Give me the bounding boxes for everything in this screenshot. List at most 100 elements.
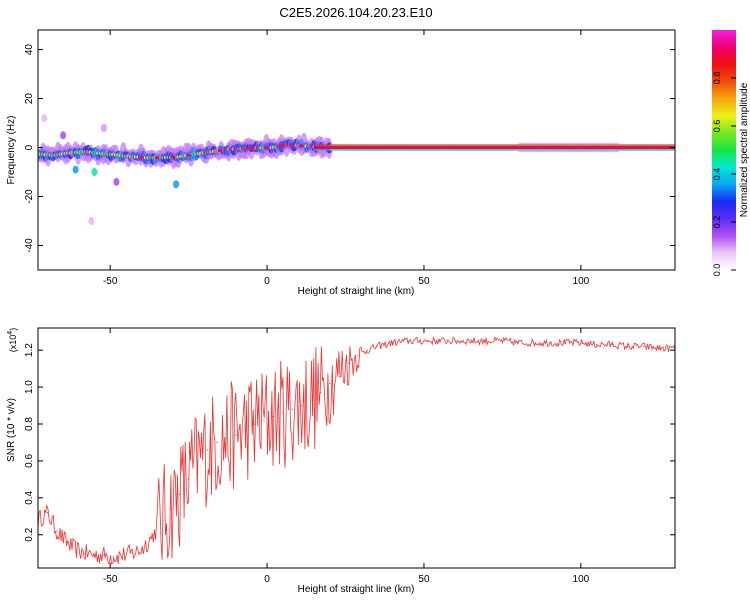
- snr-point: [244, 427, 246, 429]
- snr-point: [188, 478, 190, 480]
- snr-x-label: Height of straight line (km): [298, 584, 415, 595]
- colorbar-tick-label: 0.6: [712, 120, 722, 133]
- x-tick-label: 100: [573, 276, 590, 287]
- snr-point: [338, 371, 340, 373]
- snr-point: [291, 408, 293, 410]
- snr-point: [197, 460, 199, 462]
- spectral-blob: [60, 131, 67, 140]
- spectral-ridge-edge: [314, 149, 675, 151]
- colorbar-ticks: 0.0 0.2 0.4 0.6 0.8: [712, 72, 736, 276]
- colorbar-ramp: [712, 30, 736, 270]
- y-tick-label: 1.2: [24, 343, 35, 357]
- snr-plot-area: [38, 328, 675, 568]
- snr-point: [564, 342, 566, 344]
- y-tick-label: 0: [24, 144, 35, 150]
- spectrogram-frame: [37, 29, 676, 271]
- snr-point: [357, 355, 359, 357]
- snr-point: [93, 554, 96, 556]
- snr-point: [235, 434, 237, 436]
- snr-frame: [37, 327, 676, 569]
- spectral-peak: [154, 156, 160, 160]
- spectrogram-y-label: Frequency (Hz): [6, 116, 17, 185]
- spectrogram-x-ticks: -50 0 50 100: [103, 30, 590, 287]
- snr-point: [595, 344, 598, 346]
- spectral-peak: [248, 146, 254, 150]
- y-tick-label: 20: [24, 93, 35, 105]
- chart-title: C2E5.2026.104.20.23.E10: [279, 5, 432, 20]
- spectral-blob: [41, 114, 48, 123]
- snr-point: [140, 548, 143, 551]
- snr-point: [310, 399, 312, 401]
- snr-point: [643, 345, 645, 348]
- snr-point: [454, 340, 456, 342]
- snr-point: [253, 423, 256, 425]
- spectral-blob: [72, 165, 79, 174]
- colorbar-label: Normalized spectral amplitude: [739, 82, 750, 217]
- snr-point: [65, 541, 67, 543]
- snr-point: [470, 340, 472, 342]
- snr-x-ticks: -50 0 50 100: [103, 328, 590, 585]
- x-tick-label: -50: [103, 276, 118, 287]
- snr-point: [84, 552, 86, 554]
- snr-point: [501, 340, 504, 342]
- snr-panel: -50 0 50 100 0.2 0.4 0.6 0.8 1.0 1.2 Height of s…: [6, 327, 676, 595]
- snr-point: [159, 523, 161, 525]
- snr-point: [122, 554, 124, 556]
- snr-point: [300, 404, 303, 407]
- colorbar-tick-label: 0.2: [712, 216, 722, 229]
- snr-point: [348, 362, 350, 364]
- snr-y-multiplier: (x104): [7, 328, 18, 352]
- y-tick-label: 0.8: [24, 417, 35, 431]
- snr-point: [272, 416, 274, 418]
- spectral-peak: [170, 155, 176, 159]
- snr-point: [75, 548, 77, 551]
- x-tick-label: 50: [418, 276, 430, 287]
- snr-point: [131, 552, 133, 554]
- snr-point: [169, 508, 171, 510]
- x-tick-label: 50: [418, 574, 430, 585]
- x-tick-label: 100: [573, 574, 590, 585]
- spectral-blob: [88, 217, 95, 226]
- snr-point: [627, 345, 629, 348]
- colorbar-tick-label: 0.4: [712, 168, 722, 181]
- snr-point: [423, 340, 425, 342]
- colorbar: 0.0 0.2 0.4 0.6 0.8 Normalized spectral ampl…: [712, 30, 750, 276]
- spectral-ridge-edge: [314, 144, 675, 146]
- y-tick-label: 1.0: [24, 380, 35, 394]
- snr-point: [611, 344, 613, 346]
- snr-point: [486, 340, 488, 342]
- snr-point: [178, 493, 180, 495]
- snr-y-ticks: 0.2 0.4 0.6 0.8 1.0 1.2: [24, 343, 675, 542]
- y-tick-label: 40: [24, 44, 35, 56]
- spectral-peak: [280, 144, 286, 148]
- x-tick-label: 0: [264, 276, 270, 287]
- snr-point: [580, 342, 582, 344]
- spectrogram-y-ticks: -40 -20 0 20 40: [24, 44, 675, 253]
- snr-point: [407, 340, 409, 342]
- snr-point: [103, 554, 105, 556]
- colorbar-tick-label: 0.8: [712, 72, 722, 85]
- spectral-blob: [91, 168, 98, 177]
- snr-y-label: SNR (10 * v/v): [6, 398, 17, 462]
- snr-point: [533, 342, 535, 344]
- spectral-peak: [186, 153, 192, 157]
- snr-point: [225, 438, 227, 440]
- snr-point: [391, 342, 394, 344]
- spectral-peak: [264, 146, 270, 150]
- snr-point: [206, 449, 209, 451]
- snr-point: [46, 512, 49, 514]
- spectral-peak: [217, 149, 223, 153]
- snr-point: [56, 530, 58, 532]
- x-tick-label: -50: [103, 574, 118, 585]
- snr-point: [216, 441, 218, 444]
- spectrogram-panel: -50 0 50 100 -40 -20 0 20 40 Height of straight…: [6, 29, 676, 297]
- y-tick-label: 0.6: [24, 454, 35, 468]
- spectral-peak: [299, 144, 305, 148]
- snr-point: [263, 419, 265, 421]
- snr-point: [366, 349, 369, 351]
- spectral-peak: [289, 143, 295, 147]
- spectral-peak: [139, 155, 145, 159]
- snr-point: [376, 345, 378, 348]
- snr-point: [319, 392, 322, 394]
